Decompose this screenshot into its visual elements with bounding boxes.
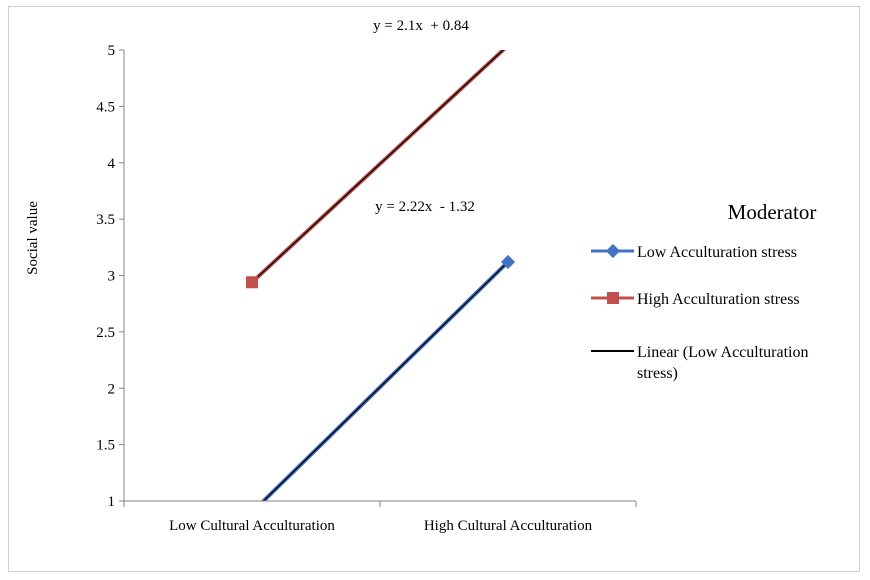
point-high-acculturation-stress xyxy=(246,276,258,289)
legend-label-low-stress: Low Acculturation stress xyxy=(637,244,797,261)
y-tick-label: 1.5 xyxy=(96,438,115,454)
legend-label-high-stress: High Acculturation stress xyxy=(637,291,800,308)
trendline-low-acculturation-stress xyxy=(262,261,509,501)
point-low-acculturation-stress xyxy=(500,254,516,270)
y-axis-title: Social value xyxy=(25,201,41,275)
y-tick-label: 3.5 xyxy=(96,212,115,228)
y-tick-label: 2 xyxy=(108,381,116,397)
y-tick-label: 3 xyxy=(108,269,116,285)
y-tick-label: 5 xyxy=(108,43,116,59)
legend: Moderator Low Acculturation stress High … xyxy=(591,200,816,382)
x-tick-label: High Cultural Acculturation xyxy=(424,518,593,534)
trendline-high-acculturation-stress xyxy=(251,50,505,283)
legend-label-linear-line2: stress) xyxy=(637,365,678,382)
legend-title: Moderator xyxy=(728,200,817,224)
equation-low-stress: y = 2.22x - 1.32 xyxy=(375,199,475,215)
equation-high-stress: y = 2.1x + 0.84 xyxy=(373,18,469,34)
y-tick-label: 1 xyxy=(108,494,116,510)
y-tick-label: 4 xyxy=(108,156,116,172)
x-tick-label: Low Cultural Acculturation xyxy=(169,518,335,534)
legend-marker-high-stress xyxy=(607,292,619,304)
legend-marker-low-stress xyxy=(605,243,621,259)
chart-frame xyxy=(8,6,860,572)
legend-label-linear-line1: Linear (Low Acculturation xyxy=(637,344,809,361)
y-tick-label: 4.5 xyxy=(96,99,115,115)
y-tick-label: 2.5 xyxy=(96,325,115,341)
